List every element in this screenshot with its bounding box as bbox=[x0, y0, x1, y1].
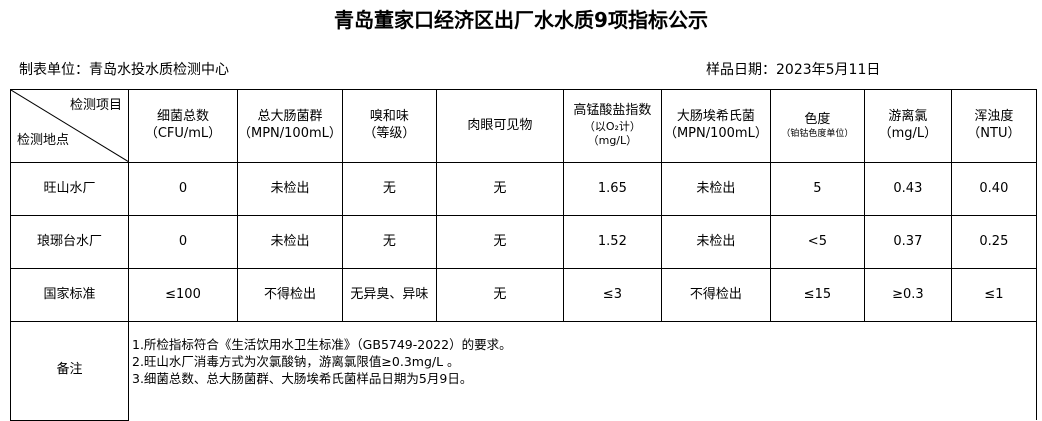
col-header: 总大肠菌群 （MPN/100mL） bbox=[237, 89, 343, 163]
value-cell: 未检出 bbox=[660, 162, 771, 216]
value-cell: 1.65 bbox=[562, 162, 662, 216]
col-header: 高锰酸盐指数 （以O₂计） （mg/L） bbox=[562, 89, 662, 163]
value-cell: 0.43 bbox=[863, 162, 952, 216]
sample-date: 样品日期：2023年5月11日 bbox=[706, 62, 881, 78]
value-cell: 无异臭、异味 bbox=[341, 268, 437, 322]
notes-label: 备注 bbox=[10, 321, 129, 421]
water-quality-table: 检测项目 检测地点 细菌总数 （CFU/mL） 总大肠菌群 （MPN/100mL） … bbox=[10, 89, 1037, 421]
value-cell: 0.37 bbox=[863, 215, 952, 269]
col-header: 大肠埃希氏菌 （MPN/100mL） bbox=[660, 89, 771, 163]
col-header: 色度 （铂钴色度单位） bbox=[769, 89, 865, 163]
value-cell: 无 bbox=[435, 162, 564, 216]
value-cell: 不得检出 bbox=[660, 268, 771, 322]
value-cell: 无 bbox=[341, 162, 437, 216]
note-line: 3.细菌总数、总大肠菌群、大肠埃希氏菌样品日期为5月9日。 bbox=[132, 371, 473, 386]
col-header: 肉眼可见物 bbox=[435, 89, 564, 163]
note-line: 1.所检指标符合《生活饮用水卫生标准》（GB5749-2022）的要求。 bbox=[132, 337, 512, 352]
value-cell: ≤1 bbox=[950, 268, 1037, 322]
issuing-unit: 制表单位：青岛水投水质检测中心 bbox=[19, 62, 229, 78]
corner-cell: 检测项目 检测地点 bbox=[10, 89, 129, 163]
value-cell: 无 bbox=[341, 215, 437, 269]
value-cell: 无 bbox=[435, 215, 564, 269]
page-title: 青岛董家口经济区出厂水水质9项指标公示 bbox=[334, 8, 708, 32]
value-cell: 0.25 bbox=[950, 215, 1037, 269]
site-label: 检测地点 bbox=[17, 133, 70, 149]
value-cell: 0 bbox=[128, 215, 238, 269]
value-cell: 不得检出 bbox=[237, 268, 343, 322]
value-cell: <5 bbox=[769, 215, 865, 269]
value-cell: ≥0.3 bbox=[863, 268, 952, 322]
col-header: 嗅和味 （等级） bbox=[341, 89, 437, 163]
value-cell: 未检出 bbox=[237, 162, 343, 216]
header-row: 检测项目 检测地点 细菌总数 （CFU/mL） 总大肠菌群 （MPN/100mL） … bbox=[10, 89, 1037, 163]
value-cell: 未检出 bbox=[660, 215, 771, 269]
value-cell: 未检出 bbox=[237, 215, 343, 269]
col-header: 浑浊度 （NTU） bbox=[950, 89, 1037, 163]
site-cell: 旺山水厂 bbox=[10, 162, 129, 216]
table-row: 琅琊台水厂 0 未检出无无 1.52 未检出 <5 0.37 0.25 bbox=[10, 215, 1037, 269]
value-cell: 0.40 bbox=[950, 162, 1037, 216]
col-header: 游离氯 （mg/L） bbox=[863, 89, 952, 163]
site-cell: 琅琊台水厂 bbox=[10, 215, 129, 269]
value-cell: 无 bbox=[435, 268, 564, 322]
value-cell: 5 bbox=[769, 162, 865, 216]
item-label: 检测项目 bbox=[69, 98, 122, 113]
value-cell: ≤3 bbox=[562, 268, 662, 322]
col-header: 细菌总数 （CFU/mL） bbox=[128, 89, 238, 163]
table-row: 旺山水厂 0 未检出无无 1.65 未检出 5 0.43 0.40 bbox=[10, 162, 1037, 216]
table-row: 国家标准 ≤100 不得检出 无异臭、异味无 ≤3 不得检出 ≤15 ≥0.3 ≤1 bbox=[10, 268, 1037, 322]
notes-text: 1.所检指标符合《生活饮用水卫生标准》（GB5749-2022）的要求。 2.旺… bbox=[128, 321, 1037, 420]
site-cell: 国家标准 bbox=[10, 268, 129, 322]
value-cell: ≤100 bbox=[128, 268, 238, 322]
value-cell: 1.52 bbox=[562, 215, 662, 269]
diagonal-line bbox=[11, 90, 129, 162]
value-cell: 0 bbox=[128, 162, 238, 216]
value-cell: ≤15 bbox=[769, 268, 865, 322]
notes-row: 备注 1.所检指标符合《生活饮用水卫生标准》（GB5749-2022）的要求。 … bbox=[10, 321, 1037, 421]
note-line: 2.旺山水厂消毒方式为次氯酸钠，游离氯限值≥0.3mg/L 。 bbox=[132, 354, 460, 369]
